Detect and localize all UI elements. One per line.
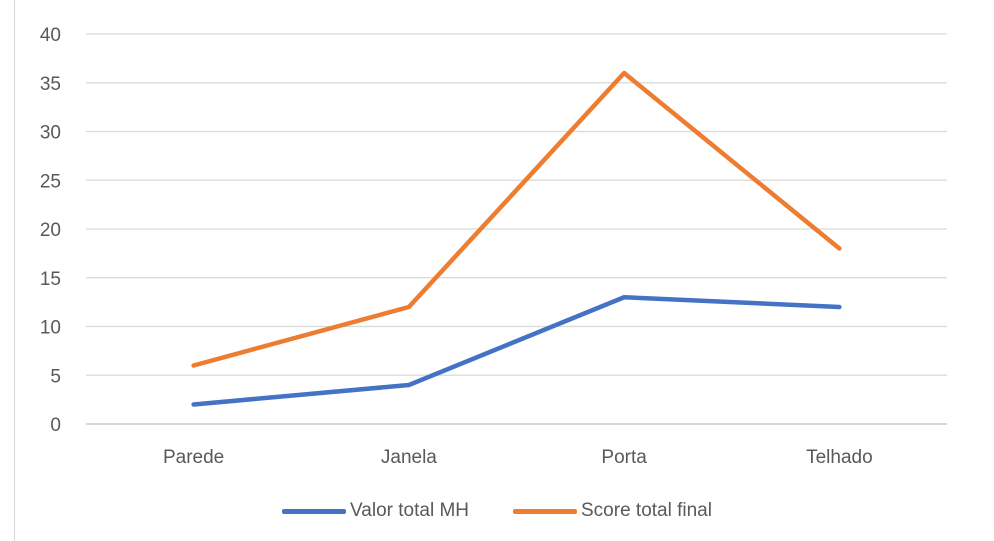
x-tick-label: Telhado [806, 447, 873, 468]
y-tick-label: 30 [40, 123, 61, 144]
series-lines [191, 70, 842, 407]
legend: Valor total MH Score total final [0, 500, 994, 522]
legend-label-series-2: Score total final [581, 500, 712, 521]
y-tick-label: 40 [40, 25, 61, 46]
y-tick-label: 15 [40, 269, 61, 290]
legend-item-series-1: Valor total MH [282, 500, 469, 522]
y-tick-label: 20 [40, 220, 61, 241]
gridlines [86, 33, 947, 425]
series-line-1 [191, 295, 842, 407]
legend-swatch-series-1 [282, 508, 347, 514]
y-tick-label: 35 [40, 74, 61, 95]
y-tick-label: 25 [40, 171, 61, 192]
y-tick-label: 10 [40, 318, 61, 339]
legend-label-series-1: Valor total MH [350, 500, 469, 521]
x-tick-label: Janela [381, 447, 437, 468]
y-axis-ticks: 0 5 10 15 20 25 30 35 40 [40, 25, 61, 436]
x-tick-label: Parede [163, 447, 224, 468]
series-line-2 [191, 70, 842, 368]
chart-frame [14, 0, 994, 541]
x-tick-label: Porta [601, 447, 647, 468]
x-axis-ticks: Parede Janela Porta Telhado [163, 447, 873, 468]
y-tick-label: 0 [50, 415, 61, 436]
y-tick-label: 5 [50, 366, 61, 387]
legend-item-series-2: Score total final [513, 500, 712, 522]
legend-swatch-series-2 [513, 508, 577, 514]
